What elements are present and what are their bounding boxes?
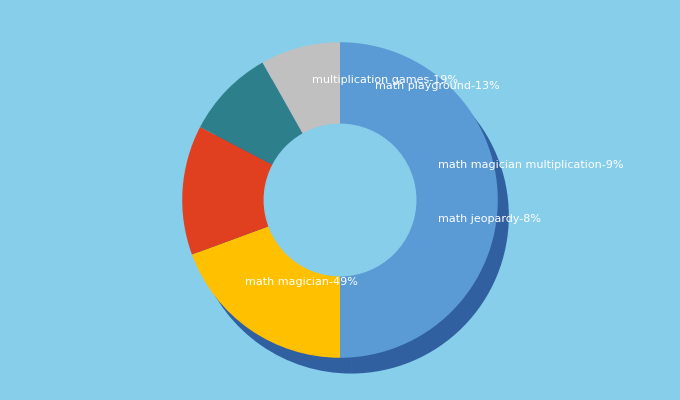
- Wedge shape: [273, 58, 351, 150]
- Text: math jeopardy-8%: math jeopardy-8%: [438, 214, 541, 224]
- Wedge shape: [203, 242, 351, 374]
- Wedge shape: [193, 143, 284, 270]
- Text: math magician-49%: math magician-49%: [245, 277, 358, 287]
- Text: math magician multiplication-9%: math magician multiplication-9%: [438, 160, 624, 170]
- Wedge shape: [182, 127, 273, 254]
- Wedge shape: [262, 42, 340, 134]
- Wedge shape: [340, 42, 498, 358]
- Wedge shape: [200, 62, 303, 165]
- Wedge shape: [211, 78, 314, 181]
- Wedge shape: [351, 58, 509, 374]
- Wedge shape: [192, 226, 340, 358]
- Text: multiplication games-19%: multiplication games-19%: [311, 75, 458, 85]
- Text: math playground-13%: math playground-13%: [375, 81, 499, 91]
- Circle shape: [265, 124, 415, 276]
